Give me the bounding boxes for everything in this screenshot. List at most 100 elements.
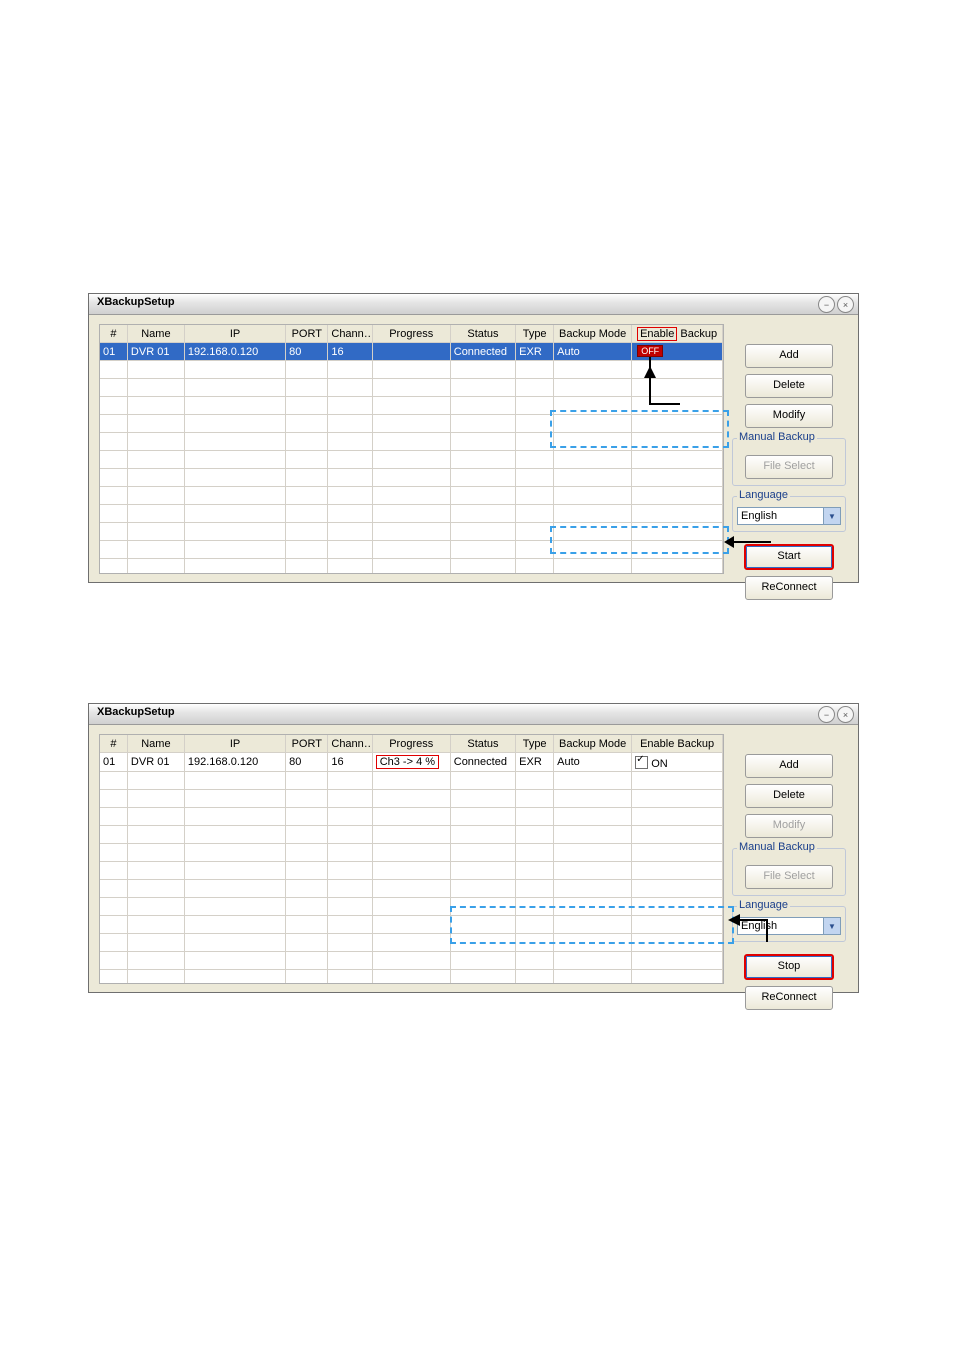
manual-backup-group: Manual Backup File Select [732,848,846,896]
table-row[interactable]: 01DVR 01192.168.0.1208016Ch3 -> 4 %Conne… [100,753,723,772]
col-name[interactable]: Name [127,325,184,343]
language-label: Language [737,899,790,911]
table-row[interactable] [100,361,723,379]
titlebar: XBackupSetup − × [89,704,858,725]
modify-button: Modify [745,814,833,838]
modify-button[interactable]: Modify [745,404,833,428]
language-group: Language English ▼ [732,906,846,942]
col-ip[interactable]: IP [184,735,285,753]
cell-num: 01 [100,753,127,772]
table-row[interactable] [100,541,723,559]
language-value: English [741,510,777,522]
table-row[interactable] [100,844,723,862]
minimize-button[interactable]: − [818,296,835,313]
reconnect-button[interactable]: ReConnect [745,986,833,1010]
col-num[interactable]: # [100,735,127,753]
add-button[interactable]: Add [745,754,833,778]
table-row[interactable] [100,826,723,844]
table-row[interactable] [100,451,723,469]
cell-ip: 192.168.0.120 [184,753,285,772]
file-select-button: File Select [745,865,833,889]
cell-enable: OFF [632,343,723,361]
col-enable[interactable]: Enable Backup [632,735,723,753]
table-row[interactable] [100,934,723,952]
table-row[interactable]: 01DVR 01192.168.0.1208016ConnectedEXRAut… [100,343,723,361]
table-row[interactable] [100,862,723,880]
cell-status: Connected [450,753,515,772]
page-root: XBackupSetup − × #NameIPPORTChann…Progre… [0,0,954,1350]
cell-mode: Auto [554,753,632,772]
manual-backup-group: Manual Backup File Select [732,438,846,486]
cell-status: Connected [450,343,515,361]
table-row[interactable] [100,415,723,433]
minimize-button[interactable]: − [818,706,835,723]
col-num[interactable]: # [100,325,127,343]
col-type[interactable]: Type [516,735,554,753]
cell-mode: Auto [554,343,632,361]
stop-button[interactable]: Stop [744,954,834,980]
table-row[interactable] [100,379,723,397]
col-status[interactable]: Status [450,735,515,753]
language-select[interactable]: English ▼ [737,917,841,935]
table-row[interactable] [100,505,723,523]
reconnect-button[interactable]: ReConnect [745,576,833,600]
table-row[interactable] [100,523,723,541]
table-row[interactable] [100,970,723,985]
table-row[interactable] [100,916,723,934]
cell-name: DVR 01 [127,753,184,772]
close-button[interactable]: × [837,296,854,313]
delete-button[interactable]: Delete [745,784,833,808]
cell-chan: 16 [328,753,372,772]
table-row[interactable] [100,487,723,505]
col-port[interactable]: PORT [286,735,328,753]
cell-progress: Ch3 -> 4 % [372,753,450,772]
col-mode[interactable]: Backup Mode [554,735,632,753]
delete-button[interactable]: Delete [745,374,833,398]
xbackupsetup-window-2: XBackupSetup − × #NameIPPORTChann…Progre… [88,703,859,993]
window-title: XBackupSetup [97,296,175,308]
col-name[interactable]: Name [127,735,184,753]
file-select-button: File Select [745,455,833,479]
checkbox-icon [635,756,648,769]
close-button[interactable]: × [837,706,854,723]
language-select[interactable]: English ▼ [737,507,841,525]
table-row[interactable] [100,772,723,790]
col-mode[interactable]: Backup Mode [554,325,632,343]
enable-backup-on: ON [635,758,668,770]
cell-chan: 16 [328,343,372,361]
table-row[interactable] [100,808,723,826]
cell-port: 80 [286,343,328,361]
device-table[interactable]: #NameIPPORTChann…ProgressStatusTypeBacku… [99,324,724,574]
table-row[interactable] [100,880,723,898]
start-button[interactable]: Start [744,544,834,570]
col-status[interactable]: Status [450,325,515,343]
language-label: Language [737,489,790,501]
col-chan[interactable]: Chann… [328,325,372,343]
col-progress[interactable]: Progress [372,325,450,343]
col-port[interactable]: PORT [286,325,328,343]
cell-type: EXR [516,753,554,772]
add-button[interactable]: Add [745,344,833,368]
language-value: English [741,920,777,932]
col-progress[interactable]: Progress [372,735,450,753]
chevron-down-icon: ▼ [823,918,840,934]
cell-num: 01 [100,343,127,361]
table-row[interactable] [100,790,723,808]
table-header-row: #NameIPPORTChann…ProgressStatusTypeBacku… [100,325,723,343]
table-row[interactable] [100,952,723,970]
cell-name: DVR 01 [127,343,184,361]
table-row[interactable] [100,559,723,575]
table-row[interactable] [100,469,723,487]
table-row[interactable] [100,433,723,451]
device-table[interactable]: #NameIPPORTChann…ProgressStatusTypeBacku… [99,734,724,984]
titlebar: XBackupSetup − × [89,294,858,315]
col-ip[interactable]: IP [184,325,285,343]
side-panel: Add Delete Modify Manual Backup File Sel… [730,338,848,600]
side-panel: Add Delete Modify Manual Backup File Sel… [730,748,848,1010]
manual-backup-label: Manual Backup [737,431,817,443]
col-enable[interactable]: Enable Backup [632,325,723,343]
table-row[interactable] [100,397,723,415]
col-type[interactable]: Type [516,325,554,343]
col-chan[interactable]: Chann… [328,735,372,753]
table-row[interactable] [100,898,723,916]
